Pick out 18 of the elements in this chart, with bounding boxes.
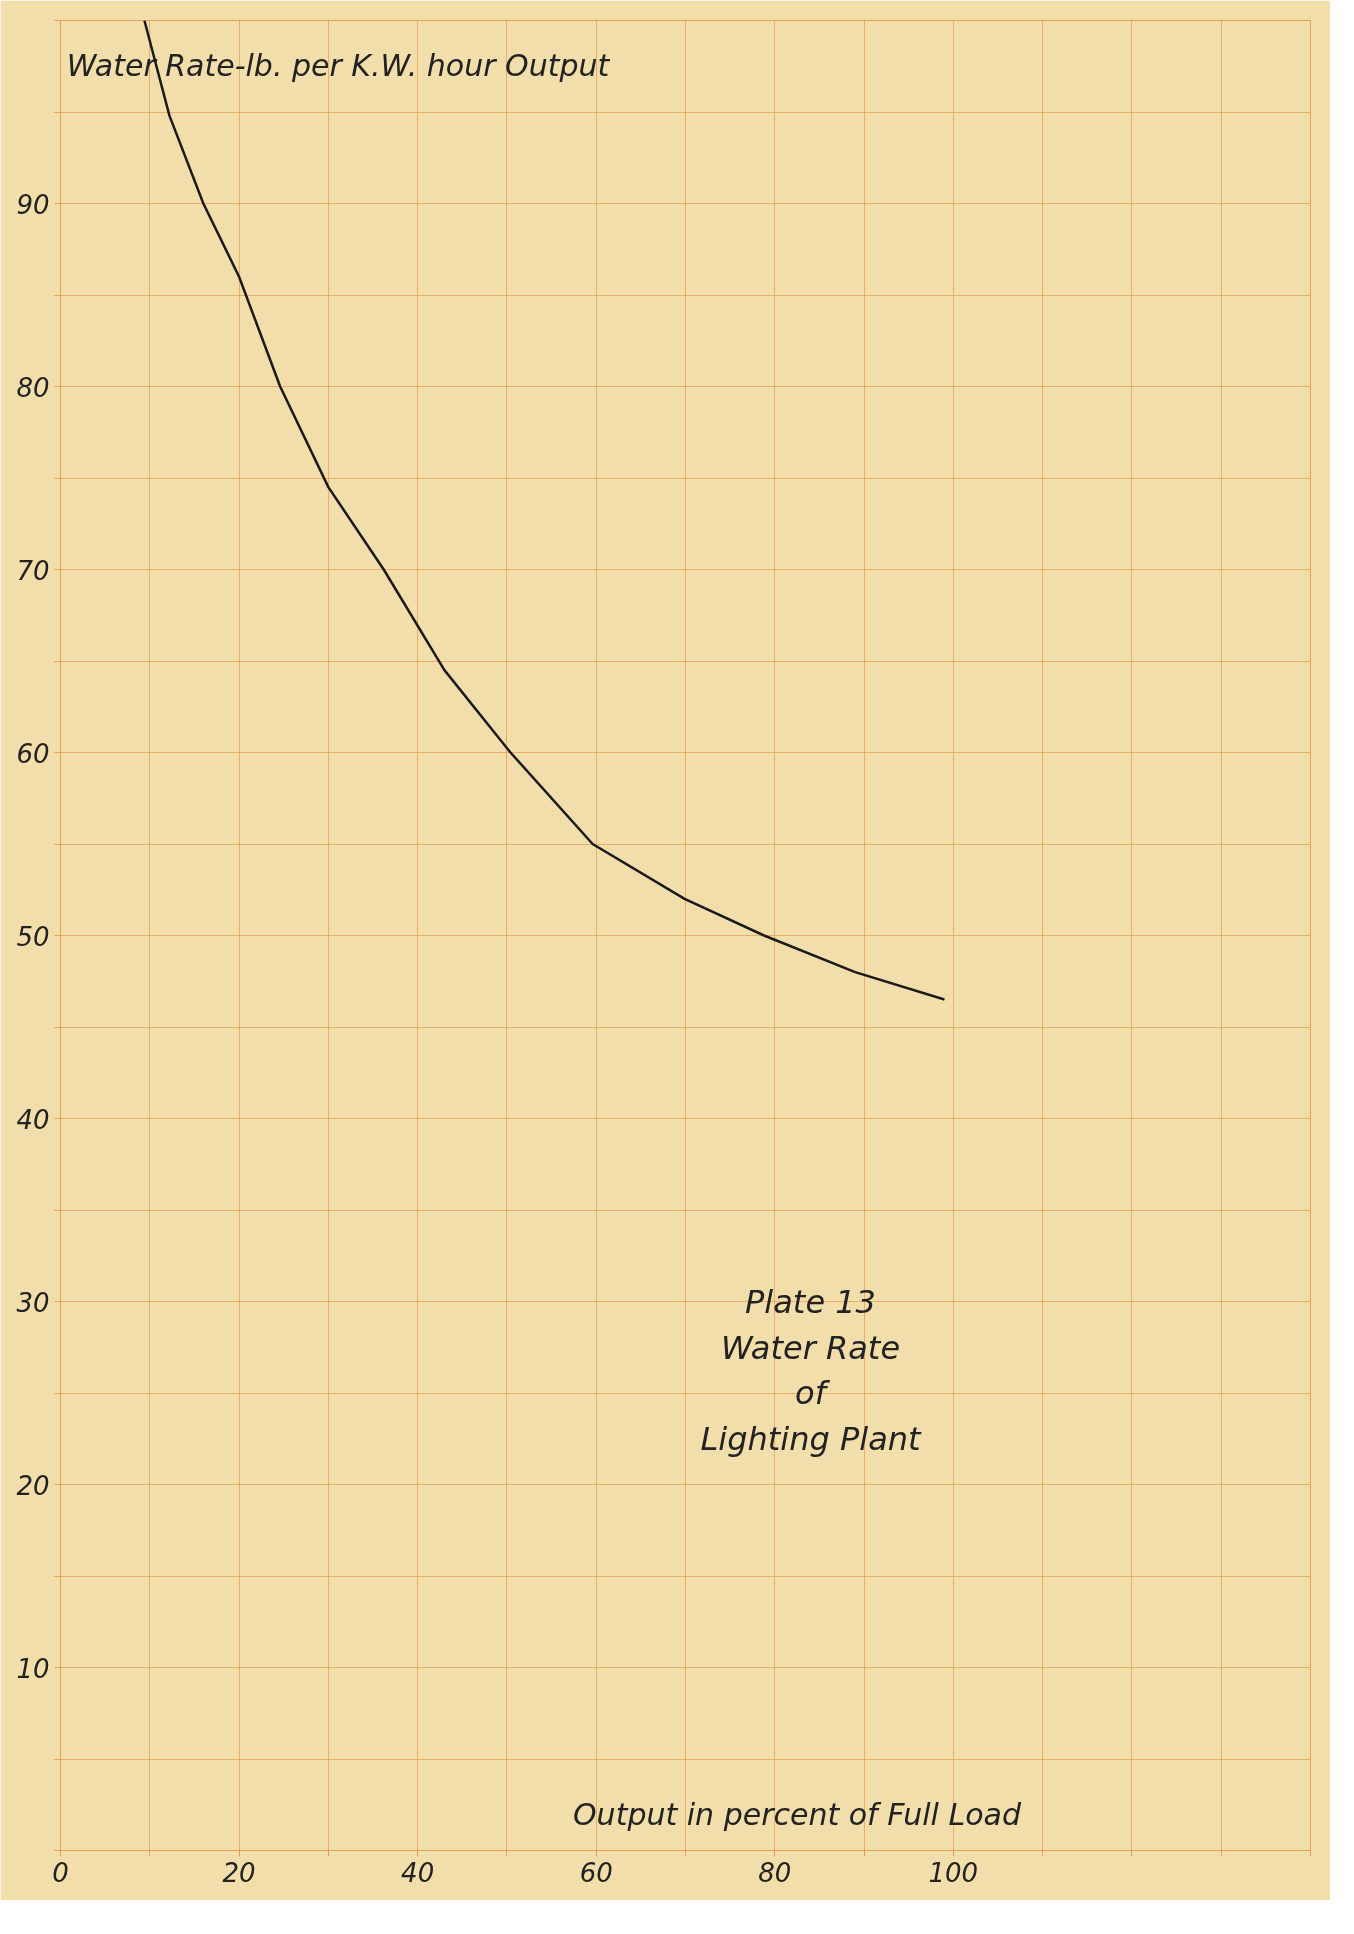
x-tick-label: 100 (928, 1857, 979, 1888)
y-tick-label: 30 (16, 1287, 50, 1318)
y-axis-title: Water Rate-lb. per K.W. hour Output (66, 47, 611, 83)
x-tick-label: 0 (52, 1857, 69, 1888)
x-tick-label: 40 (401, 1857, 435, 1888)
x-axis-title: Output in percent of Full Load (573, 1797, 1022, 1833)
y-tick-label: 40 (16, 1104, 50, 1135)
y-tick-label: 10 (16, 1653, 50, 1684)
y-tick-label: 60 (16, 738, 50, 769)
x-tick-label: 20 (222, 1857, 256, 1888)
text: Plate 13 Water Rate of Lighting Plant (700, 1283, 923, 1458)
y-tick-label: 90 (16, 189, 50, 220)
y-tick-label: 70 (16, 555, 50, 586)
y-tick-label: 80 (16, 372, 50, 403)
y-tick-label: 50 (16, 921, 50, 952)
x-tick-label: 60 (579, 1857, 613, 1888)
y-tick-label: 20 (16, 1470, 50, 1501)
x-tick-label: 80 (758, 1857, 792, 1888)
